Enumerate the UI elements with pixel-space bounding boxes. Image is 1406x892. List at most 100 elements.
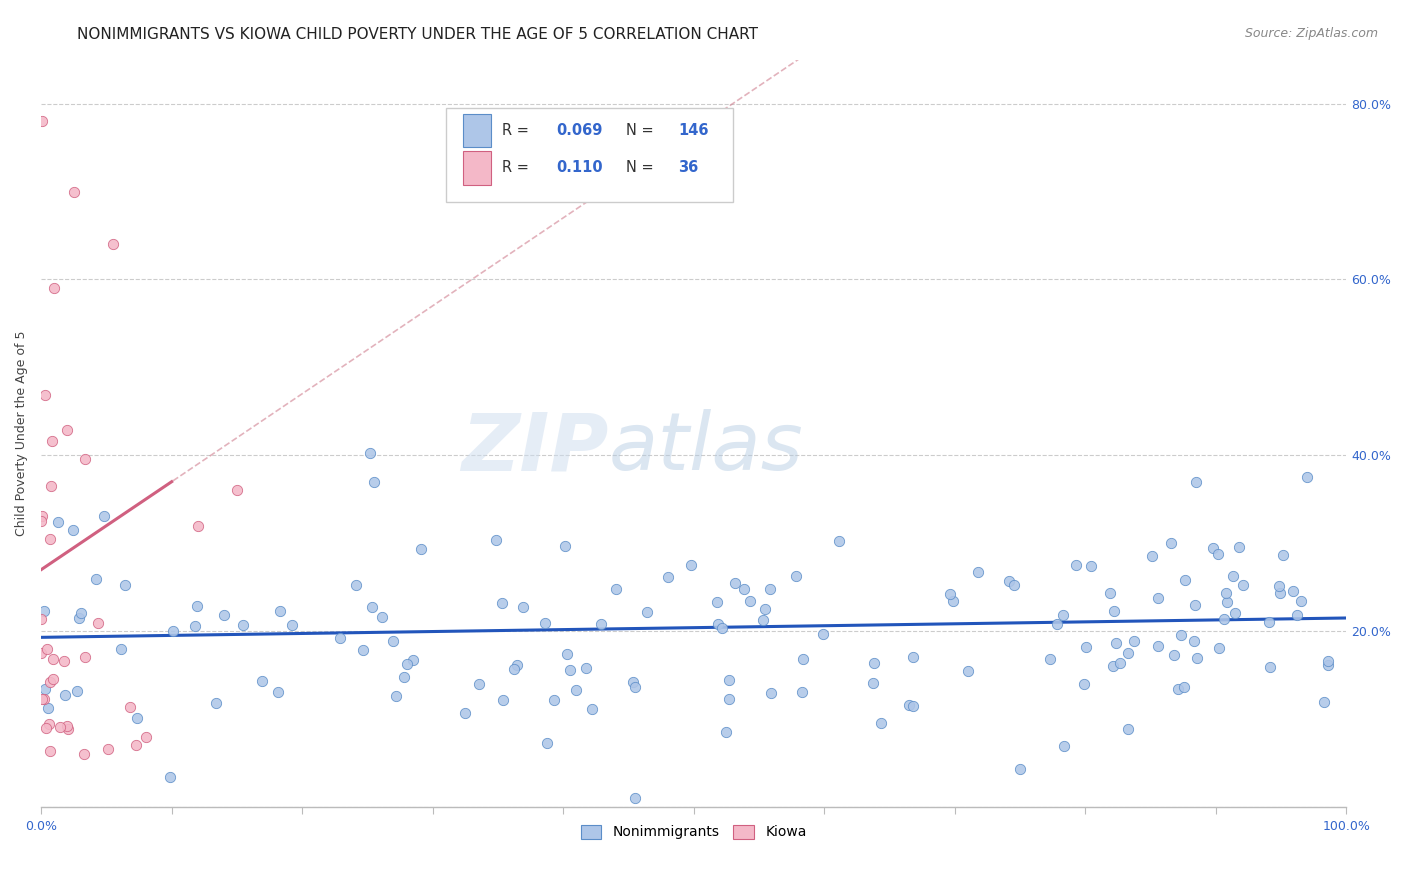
- Point: [56, 423, 79, 437]
- Point: [740, 594, 762, 608]
- Point: [1073, 677, 1095, 691]
- Point: [785, 569, 807, 583]
- Point: [621, 675, 644, 690]
- Point: [1105, 636, 1128, 650]
- Point: [39, 532, 62, 546]
- Point: [758, 582, 780, 596]
- Text: 36: 36: [678, 161, 699, 176]
- Point: [1146, 639, 1168, 653]
- Point: [31, 508, 53, 523]
- Point: [38, 716, 60, 731]
- Point: [503, 662, 526, 676]
- Point: [1102, 659, 1125, 673]
- Text: atlas: atlas: [609, 409, 804, 487]
- Point: [32, 692, 55, 706]
- Point: [269, 604, 291, 618]
- Point: [1074, 640, 1097, 654]
- Point: [1208, 547, 1230, 561]
- Point: [56, 719, 79, 733]
- Point: [679, 558, 702, 573]
- Point: [1267, 579, 1289, 593]
- Point: [1185, 475, 1208, 489]
- Point: [37, 641, 59, 656]
- Point: [159, 770, 181, 784]
- Point: [624, 791, 647, 805]
- Point: [724, 576, 747, 591]
- Point: [862, 656, 884, 670]
- Point: [1039, 652, 1062, 666]
- Point: [53, 688, 76, 702]
- Point: [790, 685, 813, 699]
- Y-axis label: Child Poverty Under the Age of 5: Child Poverty Under the Age of 5: [15, 331, 28, 536]
- Point: [125, 711, 148, 725]
- Point: [1317, 654, 1340, 668]
- Point: [39, 478, 62, 492]
- Point: [267, 684, 290, 698]
- Point: [41, 672, 63, 686]
- Point: [1222, 568, 1244, 582]
- Point: [1170, 628, 1192, 642]
- Point: [361, 600, 384, 615]
- Point: [575, 660, 598, 674]
- Point: [1163, 648, 1185, 663]
- Text: 0.110: 0.110: [557, 161, 603, 176]
- Point: [554, 539, 576, 553]
- Point: [1184, 598, 1206, 612]
- Point: [101, 237, 124, 252]
- Point: [411, 541, 433, 556]
- Point: [114, 578, 136, 592]
- Point: [1258, 660, 1281, 674]
- Point: [62, 523, 84, 537]
- Point: [555, 648, 578, 662]
- Text: NONIMMIGRANTS VS KIOWA CHILD POVERTY UNDER THE AGE OF 5 CORRELATION CHART: NONIMMIGRANTS VS KIOWA CHILD POVERTY UND…: [77, 27, 758, 42]
- Bar: [463, 151, 492, 185]
- Point: [581, 702, 603, 716]
- Point: [1202, 541, 1225, 555]
- Point: [792, 652, 814, 666]
- Point: [558, 664, 581, 678]
- Point: [1316, 658, 1339, 673]
- Point: [1174, 574, 1197, 588]
- Point: [34, 388, 56, 402]
- Point: [706, 595, 728, 609]
- Point: [454, 706, 477, 721]
- Point: [65, 683, 87, 698]
- Text: ZIP: ZIP: [461, 409, 609, 487]
- Point: [187, 518, 209, 533]
- Point: [186, 599, 208, 614]
- Point: [1182, 634, 1205, 648]
- Point: [41, 434, 63, 448]
- Point: [759, 686, 782, 700]
- Point: [491, 596, 513, 610]
- Bar: [463, 114, 492, 147]
- Point: [1289, 594, 1312, 608]
- Point: [536, 736, 558, 750]
- Point: [870, 716, 893, 731]
- Point: [329, 631, 352, 645]
- Point: [1227, 540, 1250, 554]
- Point: [48, 720, 70, 734]
- Point: [1123, 633, 1146, 648]
- Point: [67, 611, 90, 625]
- Point: [543, 692, 565, 706]
- Point: [942, 593, 965, 607]
- Point: [53, 654, 76, 668]
- Point: [1116, 723, 1139, 737]
- Point: [752, 613, 775, 627]
- Point: [534, 616, 557, 631]
- Point: [565, 682, 588, 697]
- Point: [605, 582, 627, 596]
- Point: [492, 693, 515, 707]
- Point: [1140, 549, 1163, 564]
- Point: [998, 574, 1021, 588]
- Point: [1208, 641, 1230, 656]
- Point: [42, 651, 65, 665]
- Point: [30, 514, 52, 528]
- Point: [717, 673, 740, 688]
- Point: [1232, 578, 1254, 592]
- Point: [1046, 616, 1069, 631]
- FancyBboxPatch shape: [446, 108, 733, 202]
- Point: [84, 572, 107, 586]
- Point: [1187, 651, 1209, 665]
- Point: [44, 281, 66, 295]
